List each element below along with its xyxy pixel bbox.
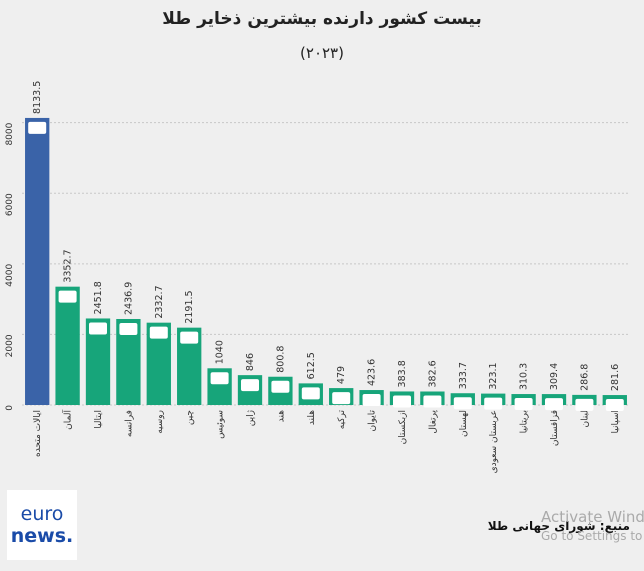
- value-label: 281.6: [610, 364, 621, 391]
- value-label: 423.6: [367, 359, 378, 386]
- value-label: 382.6: [427, 360, 438, 387]
- y-tick-label: 4000: [5, 264, 15, 287]
- flag-icon: [393, 395, 411, 408]
- x-tick-label: چین: [185, 410, 195, 425]
- value-label: 2436.9: [123, 282, 134, 315]
- x-tick-label: هلند: [307, 410, 317, 425]
- flag-icon: [149, 326, 168, 339]
- x-tick-label: ازبکستان: [398, 410, 408, 444]
- flag-icon: [423, 395, 442, 408]
- flag-icon: [332, 392, 351, 405]
- watermark: Activate Windows: [541, 508, 644, 526]
- x-tick-label: آلمان: [62, 410, 74, 430]
- flag-icon: [605, 399, 624, 412]
- x-tick-label: ژاپن: [246, 410, 256, 426]
- value-label: 2191.5: [184, 290, 195, 323]
- source: منبع: شورای جهانی طلا: [488, 519, 630, 534]
- value-label: 333.7: [458, 362, 469, 389]
- flag-icon: [362, 394, 381, 407]
- watermark: Go to Settings to activate Windows.: [541, 529, 644, 543]
- value-label: 383.8: [397, 360, 408, 387]
- x-tick-label: فرانسه: [124, 410, 134, 437]
- flag-icon: [484, 397, 503, 410]
- bar: [55, 286, 80, 405]
- x-tick-label: لهستان: [459, 410, 469, 437]
- flag-icon: [545, 398, 563, 411]
- x-tick-label: اسپانیا: [611, 410, 621, 433]
- value-label: 479: [336, 366, 347, 384]
- value-label: 323.1: [488, 362, 499, 389]
- value-label: 800.8: [275, 346, 286, 373]
- flag-icon: [453, 397, 472, 410]
- y-tick-label: 8000: [5, 122, 15, 145]
- value-label: 310.3: [519, 363, 530, 390]
- chart-subtitle: (۲۰۲۳): [300, 44, 344, 62]
- x-tick-label: ایتالیا: [94, 410, 104, 429]
- flag-icon: [58, 290, 77, 303]
- x-tick-label: هند: [276, 410, 286, 422]
- x-tick-label: بریتانیا: [520, 410, 530, 433]
- x-tick-label: لبنان: [580, 410, 590, 428]
- flag-icon: [241, 379, 259, 392]
- flag-icon: [575, 398, 594, 411]
- value-label: 612.5: [306, 352, 317, 379]
- x-tick-label: عربستان سعودی: [489, 410, 499, 473]
- y-tick-label: 0: [5, 405, 15, 411]
- x-tick-label: سوئیس: [216, 410, 226, 439]
- value-label: 1040: [215, 340, 226, 364]
- value-label: 846: [245, 353, 256, 371]
- value-label: 286.8: [579, 364, 590, 391]
- value-label: 309.4: [549, 363, 560, 390]
- flag-icon: [271, 380, 290, 393]
- x-tick-label: ترکیه: [337, 410, 347, 430]
- flag-icon: [89, 322, 107, 335]
- flag-icon: [28, 121, 47, 134]
- value-label: 3352.7: [63, 249, 74, 282]
- logo-box: [7, 490, 77, 560]
- flag-icon: [180, 331, 199, 344]
- logo-text: euro: [21, 503, 64, 525]
- value-label: 8133.5: [32, 81, 43, 114]
- x-tick-label: روسیه: [155, 410, 165, 434]
- flag-icon: [514, 398, 533, 411]
- x-tick-label: تایوان: [368, 410, 378, 432]
- flag-icon: [210, 372, 229, 385]
- bar: [25, 117, 50, 405]
- flag-icon: [119, 322, 138, 335]
- x-tick-label: ایالات متحده: [33, 410, 43, 457]
- chart-title: بیست کشور دارنده بیشترین ذخایر طلا: [162, 9, 481, 29]
- y-tick-label: 2000: [5, 334, 15, 357]
- value-label: 2332.7: [154, 285, 165, 318]
- value-label: 2451.8: [93, 281, 104, 314]
- x-tick-label: قزاقستان: [550, 410, 560, 446]
- logo-text: news.: [11, 525, 74, 547]
- x-tick-label: پرتغال: [428, 410, 438, 434]
- y-tick-label: 6000: [5, 193, 15, 216]
- flag-icon: [301, 387, 320, 400]
